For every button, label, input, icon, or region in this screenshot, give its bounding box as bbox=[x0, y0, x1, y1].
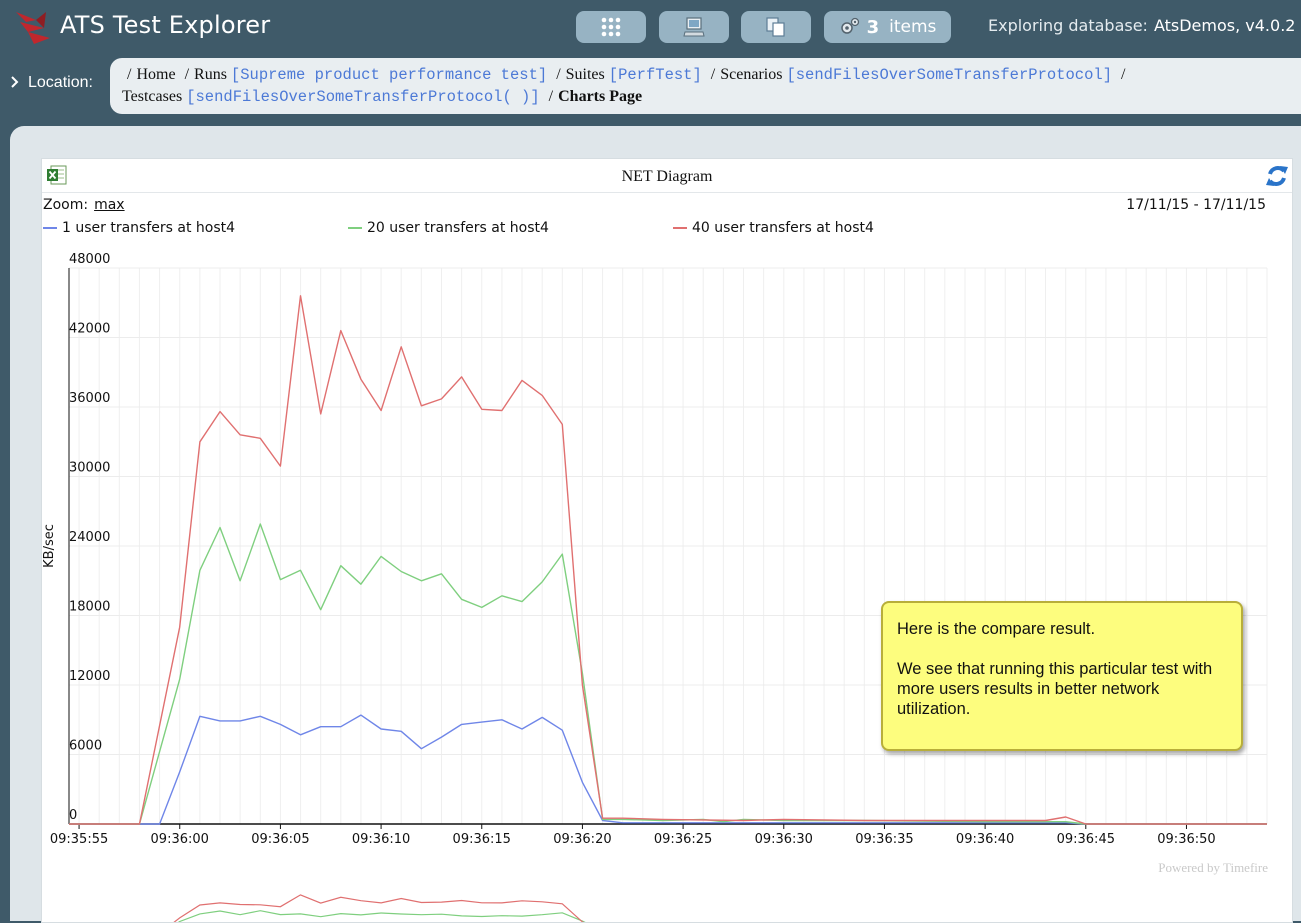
excel-export-icon[interactable] bbox=[46, 164, 68, 186]
legend-label-20-user: 20 user transfers at host4 bbox=[367, 220, 549, 236]
crumb-runs-link[interactable]: [Supreme product performance test] bbox=[230, 66, 548, 84]
ats-logo-icon bbox=[16, 12, 50, 44]
chart-title: NET Diagram bbox=[621, 168, 713, 185]
breadcrumb: / Home / Runs [Supreme product performance… bbox=[110, 58, 1301, 114]
legend-item-1-user[interactable]: 1 user transfers at host4 bbox=[43, 220, 235, 236]
y-tick-label: 0 bbox=[69, 808, 77, 823]
crumb-testcases[interactable]: Testcases bbox=[122, 88, 183, 105]
powered-by: Powered by Timefire bbox=[1158, 860, 1268, 875]
overview-series-line-2 bbox=[173, 894, 585, 922]
x-tick-label: 09:36:15 bbox=[453, 832, 511, 847]
app-header: ATS Test Explorer 3 items bbox=[0, 0, 1301, 54]
x-tick-label: 09:36:40 bbox=[956, 832, 1014, 847]
crumb-testcases-link[interactable]: [sendFilesOverSomeTransferProtocol( )] bbox=[186, 88, 540, 106]
y-tick-label: 12000 bbox=[69, 669, 110, 684]
y-axis-label: KB/sec bbox=[42, 524, 57, 568]
machines-button[interactable] bbox=[659, 11, 729, 43]
crumb-scenarios[interactable]: Scenarios bbox=[720, 66, 783, 83]
grid-icon bbox=[601, 17, 621, 37]
legend-item-40-user[interactable]: 40 user transfers at host4 bbox=[673, 220, 874, 236]
legend-swatch-20-user bbox=[348, 227, 362, 229]
annotation-note: Here is the compare result. We see that … bbox=[881, 601, 1243, 751]
net-line-chart[interactable]: 0 6000 12000 18000 24000 30000 36000 42000 48000… bbox=[42, 159, 1292, 922]
db-name: AtsDemos, v4.0.2 bbox=[1153, 16, 1296, 35]
legend-label-1-user: 1 user transfers at host4 bbox=[62, 220, 236, 236]
apps-button[interactable] bbox=[576, 11, 646, 43]
y-tick-label: 36000 bbox=[69, 391, 110, 406]
note-line-2: We see that running this particular test… bbox=[897, 660, 1213, 718]
crumb-runs[interactable]: Runs bbox=[194, 66, 227, 83]
note-line-1: Here is the compare result. bbox=[897, 620, 1096, 638]
y-tick-label: 42000 bbox=[69, 322, 110, 337]
x-tick-label: 09:35:55 bbox=[50, 832, 108, 847]
refresh-icon[interactable] bbox=[1264, 162, 1290, 190]
crumb-home[interactable]: Home bbox=[136, 66, 176, 83]
zoom-label: Zoom: bbox=[43, 197, 89, 213]
y-tick-label: 24000 bbox=[69, 530, 110, 545]
y-tick-label: 48000 bbox=[69, 252, 110, 267]
panel-header: NET Diagram bbox=[42, 159, 1292, 193]
chevron-right-icon bbox=[11, 76, 19, 88]
crumb-suites[interactable]: Suites bbox=[565, 66, 605, 83]
copy-icon bbox=[766, 17, 785, 37]
computer-icon bbox=[683, 17, 705, 37]
x-tick-label: 09:36:20 bbox=[553, 832, 611, 847]
crumb-scenarios-link[interactable]: [sendFilesOverSomeTransferProtocol] bbox=[786, 66, 1112, 84]
x-tick-label: 09:36:45 bbox=[1057, 832, 1115, 847]
gears-icon bbox=[840, 17, 859, 34]
y-tick-label: 18000 bbox=[69, 600, 110, 615]
x-tick-label: 09:36:00 bbox=[151, 832, 209, 847]
x-tick-label: 09:36:25 bbox=[654, 832, 712, 847]
zoom-control: Zoom: max bbox=[43, 197, 125, 213]
chart-legend: 1 user transfers at host4 20 user transf… bbox=[42, 220, 1242, 238]
x-tick-label: 09:36:10 bbox=[352, 832, 410, 847]
y-tick-label: 6000 bbox=[69, 739, 102, 754]
x-tick-label: 09:36:35 bbox=[855, 832, 913, 847]
legend-item-20-user[interactable]: 20 user transfers at host4 bbox=[348, 220, 549, 236]
crumb-suites-link[interactable]: [PerfTest] bbox=[608, 66, 702, 84]
db-label: Exploring database: bbox=[988, 16, 1148, 35]
location-toggle[interactable]: Location: bbox=[10, 74, 93, 92]
x-tick-label: 09:36:50 bbox=[1157, 832, 1215, 847]
app-title: ATS Test Explorer bbox=[60, 11, 271, 39]
zoom-max-link[interactable]: max bbox=[94, 197, 125, 213]
database-info: Exploring database: AtsDemos, v4.0.2 bbox=[988, 16, 1295, 35]
x-tick-label: 09:36:30 bbox=[755, 832, 813, 847]
y-tick-label: 30000 bbox=[69, 461, 110, 476]
series-line-2 bbox=[69, 295, 1267, 825]
items-label: items bbox=[889, 17, 937, 37]
copy-button[interactable] bbox=[741, 11, 811, 43]
series-line-0 bbox=[69, 714, 1267, 825]
legend-swatch-1-user bbox=[43, 227, 57, 229]
overview-series-line-1 bbox=[177, 910, 586, 922]
date-range: 17/11/15 - 17/11/15 bbox=[1126, 197, 1266, 213]
location-label: Location: bbox=[28, 74, 93, 91]
x-tick-label: 09:36:05 bbox=[251, 832, 309, 847]
legend-swatch-40-user bbox=[673, 227, 687, 229]
items-button[interactable]: 3 items bbox=[824, 11, 951, 43]
items-count: 3 bbox=[866, 16, 880, 38]
chart-panel: NET Diagram Zoom: max 17/11/15 - 17/11/15… bbox=[41, 158, 1293, 923]
crumb-current: Charts Page bbox=[558, 88, 643, 105]
legend-label-40-user: 40 user transfers at host4 bbox=[692, 220, 874, 236]
